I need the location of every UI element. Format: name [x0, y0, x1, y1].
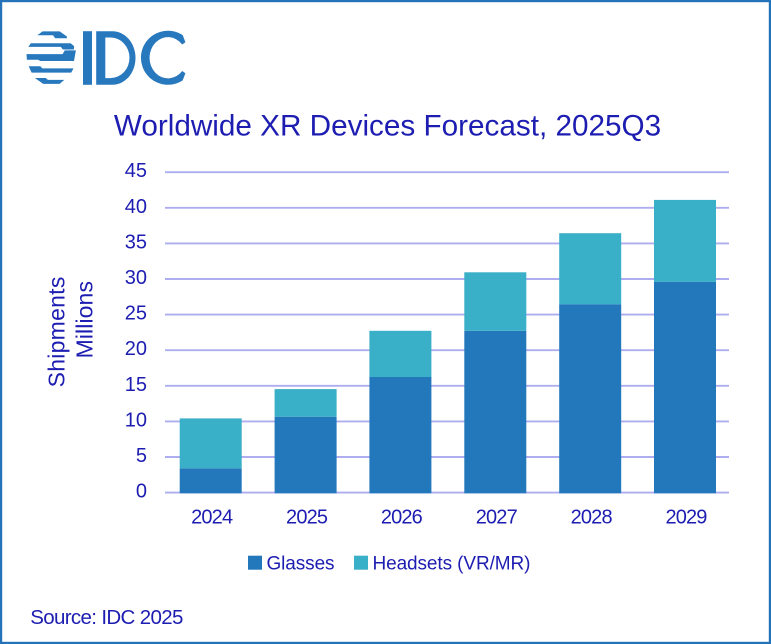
svg-text:2026: 2026 — [381, 507, 423, 529]
svg-text:0: 0 — [136, 481, 147, 503]
svg-text:25: 25 — [125, 303, 147, 325]
svg-text:10: 10 — [125, 409, 147, 431]
svg-text:40: 40 — [125, 196, 147, 218]
svg-text:45: 45 — [125, 160, 147, 182]
svg-text:Source: IDC 2025: Source: IDC 2025 — [30, 606, 183, 629]
svg-text:2027: 2027 — [476, 507, 518, 529]
svg-text:Headsets (VR/MR): Headsets (VR/MR) — [373, 554, 531, 575]
svg-text:2029: 2029 — [665, 507, 707, 529]
svg-text:30: 30 — [125, 267, 147, 289]
svg-text:Millions: Millions — [72, 281, 98, 358]
svg-text:Worldwide XR Devices Forecast,: Worldwide XR Devices Forecast, 2025Q3 — [114, 110, 661, 143]
svg-text:2024: 2024 — [191, 507, 233, 529]
svg-text:Shipments: Shipments — [44, 276, 70, 387]
svg-text:15: 15 — [125, 374, 147, 396]
svg-text:35: 35 — [125, 231, 147, 253]
svg-text:2025: 2025 — [286, 507, 328, 529]
svg-text:Glasses: Glasses — [267, 554, 335, 575]
svg-text:5: 5 — [136, 445, 147, 467]
svg-text:20: 20 — [125, 338, 147, 360]
svg-text:2028: 2028 — [571, 507, 613, 529]
